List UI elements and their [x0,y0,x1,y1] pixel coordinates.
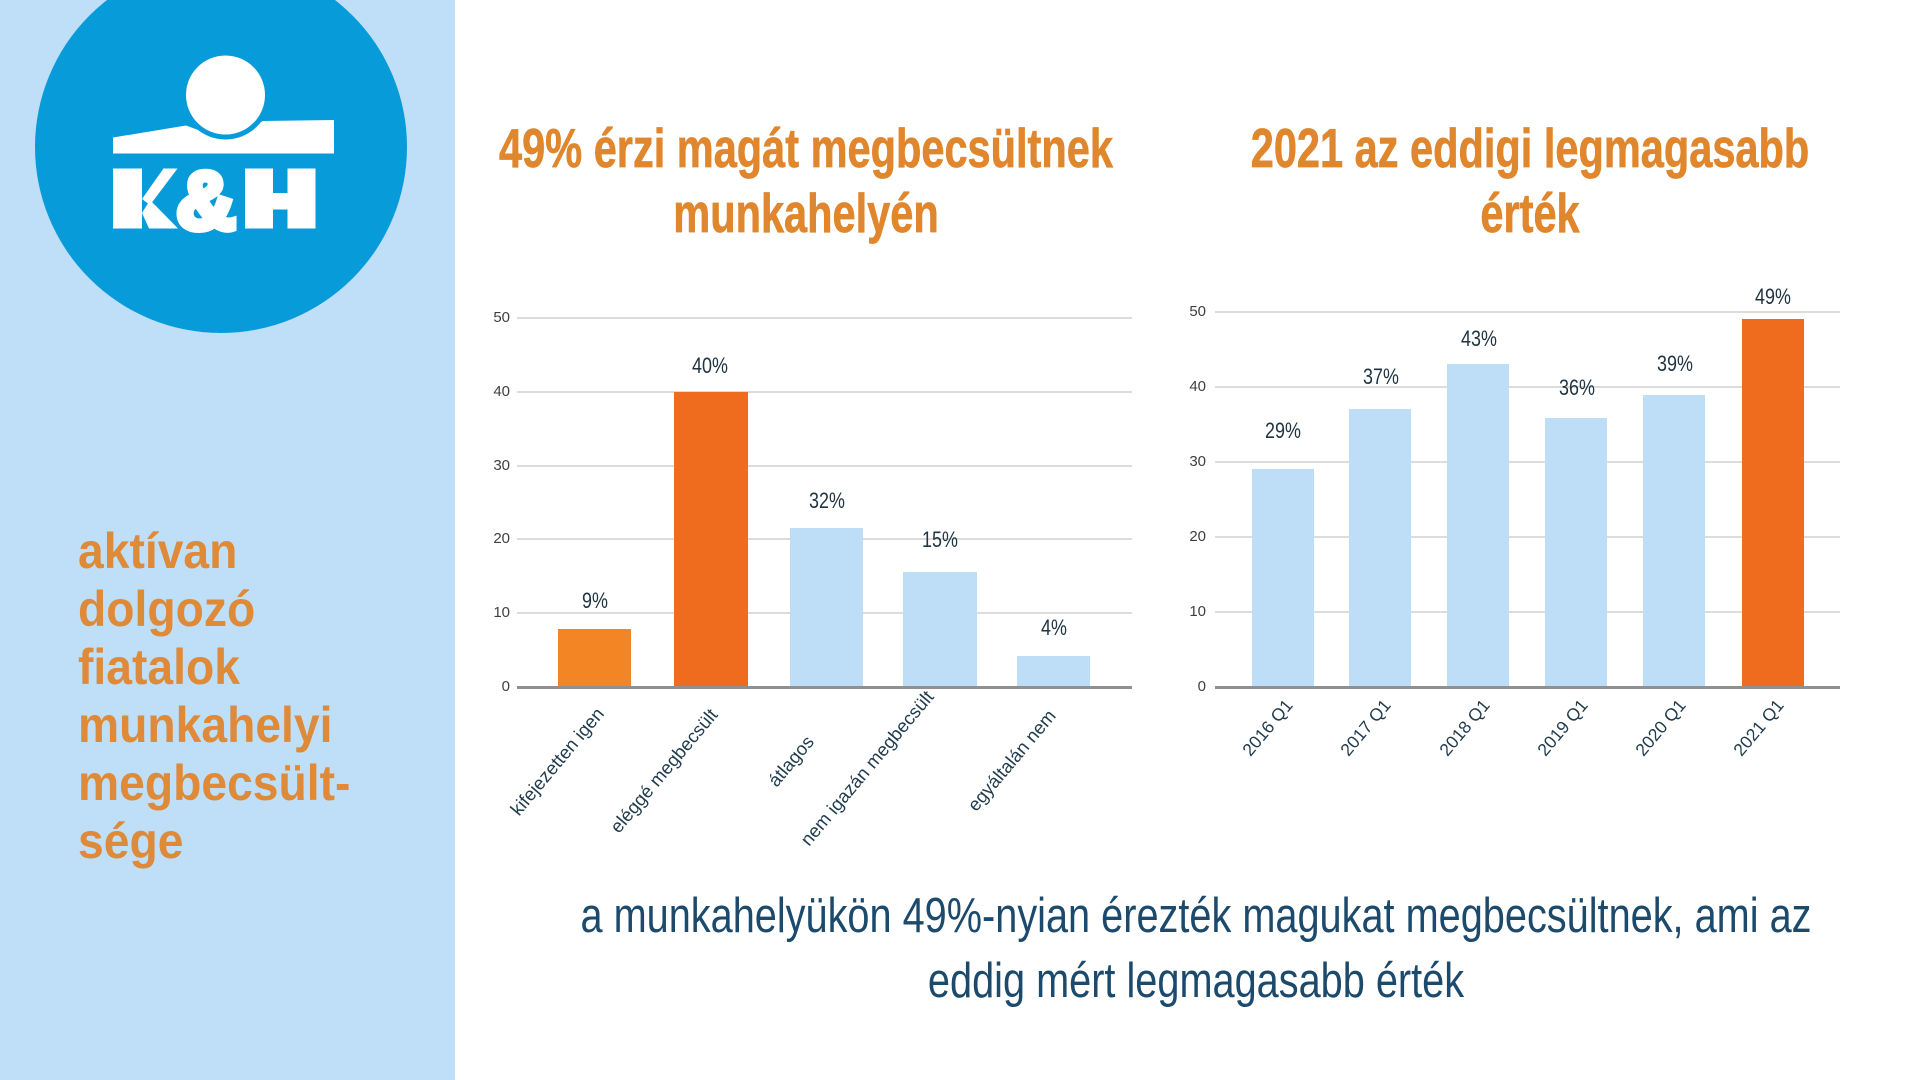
svg-text:&: & [176,156,235,247]
